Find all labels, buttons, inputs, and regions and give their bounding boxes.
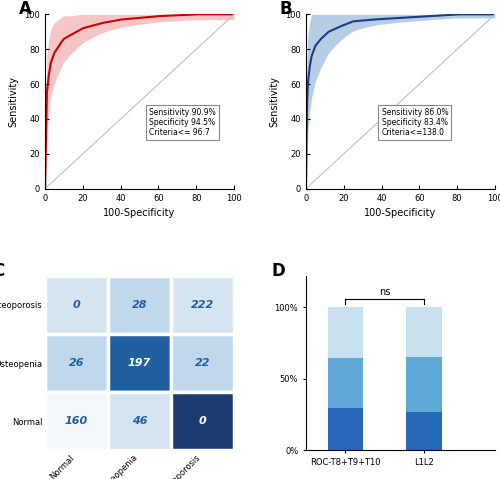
Bar <box>328 408 363 450</box>
Text: 160: 160 <box>65 416 88 426</box>
Text: C: C <box>0 262 4 280</box>
Text: 222: 222 <box>191 300 214 310</box>
Text: 0: 0 <box>72 300 80 310</box>
Bar <box>328 358 363 408</box>
X-axis label: 100-Specificity: 100-Specificity <box>364 208 436 218</box>
Bar <box>406 357 442 412</box>
Text: B: B <box>280 0 292 18</box>
Text: 26: 26 <box>69 358 84 368</box>
Text: 22: 22 <box>195 358 210 368</box>
Bar <box>171 334 234 392</box>
Text: D: D <box>272 262 285 280</box>
Text: 28: 28 <box>132 300 148 310</box>
Bar <box>45 392 108 450</box>
Text: A: A <box>18 0 32 18</box>
Bar <box>171 276 234 334</box>
Text: ns: ns <box>379 287 390 297</box>
Text: 197: 197 <box>128 358 151 368</box>
Bar <box>108 276 171 334</box>
Text: 46: 46 <box>132 416 148 426</box>
X-axis label: 100-Specificity: 100-Specificity <box>104 208 176 218</box>
Bar <box>108 392 171 450</box>
Y-axis label: Sensitivity: Sensitivity <box>9 76 19 127</box>
Bar <box>45 276 108 334</box>
Bar <box>45 334 108 392</box>
Text: 0: 0 <box>198 416 206 426</box>
Bar <box>406 412 442 450</box>
Y-axis label: Sensitivity: Sensitivity <box>270 76 280 127</box>
Text: Sensitivity 90.9%
Specificity 94.5%
Criteria<= 96.7: Sensitivity 90.9% Specificity 94.5% Crit… <box>149 108 216 137</box>
Bar <box>328 308 363 358</box>
Bar <box>171 392 234 450</box>
Text: Sensitivity 86.0%
Specificity 83.4%
Criteria<=138.0: Sensitivity 86.0% Specificity 83.4% Crit… <box>382 108 448 137</box>
Bar <box>406 308 442 357</box>
Bar <box>108 334 171 392</box>
